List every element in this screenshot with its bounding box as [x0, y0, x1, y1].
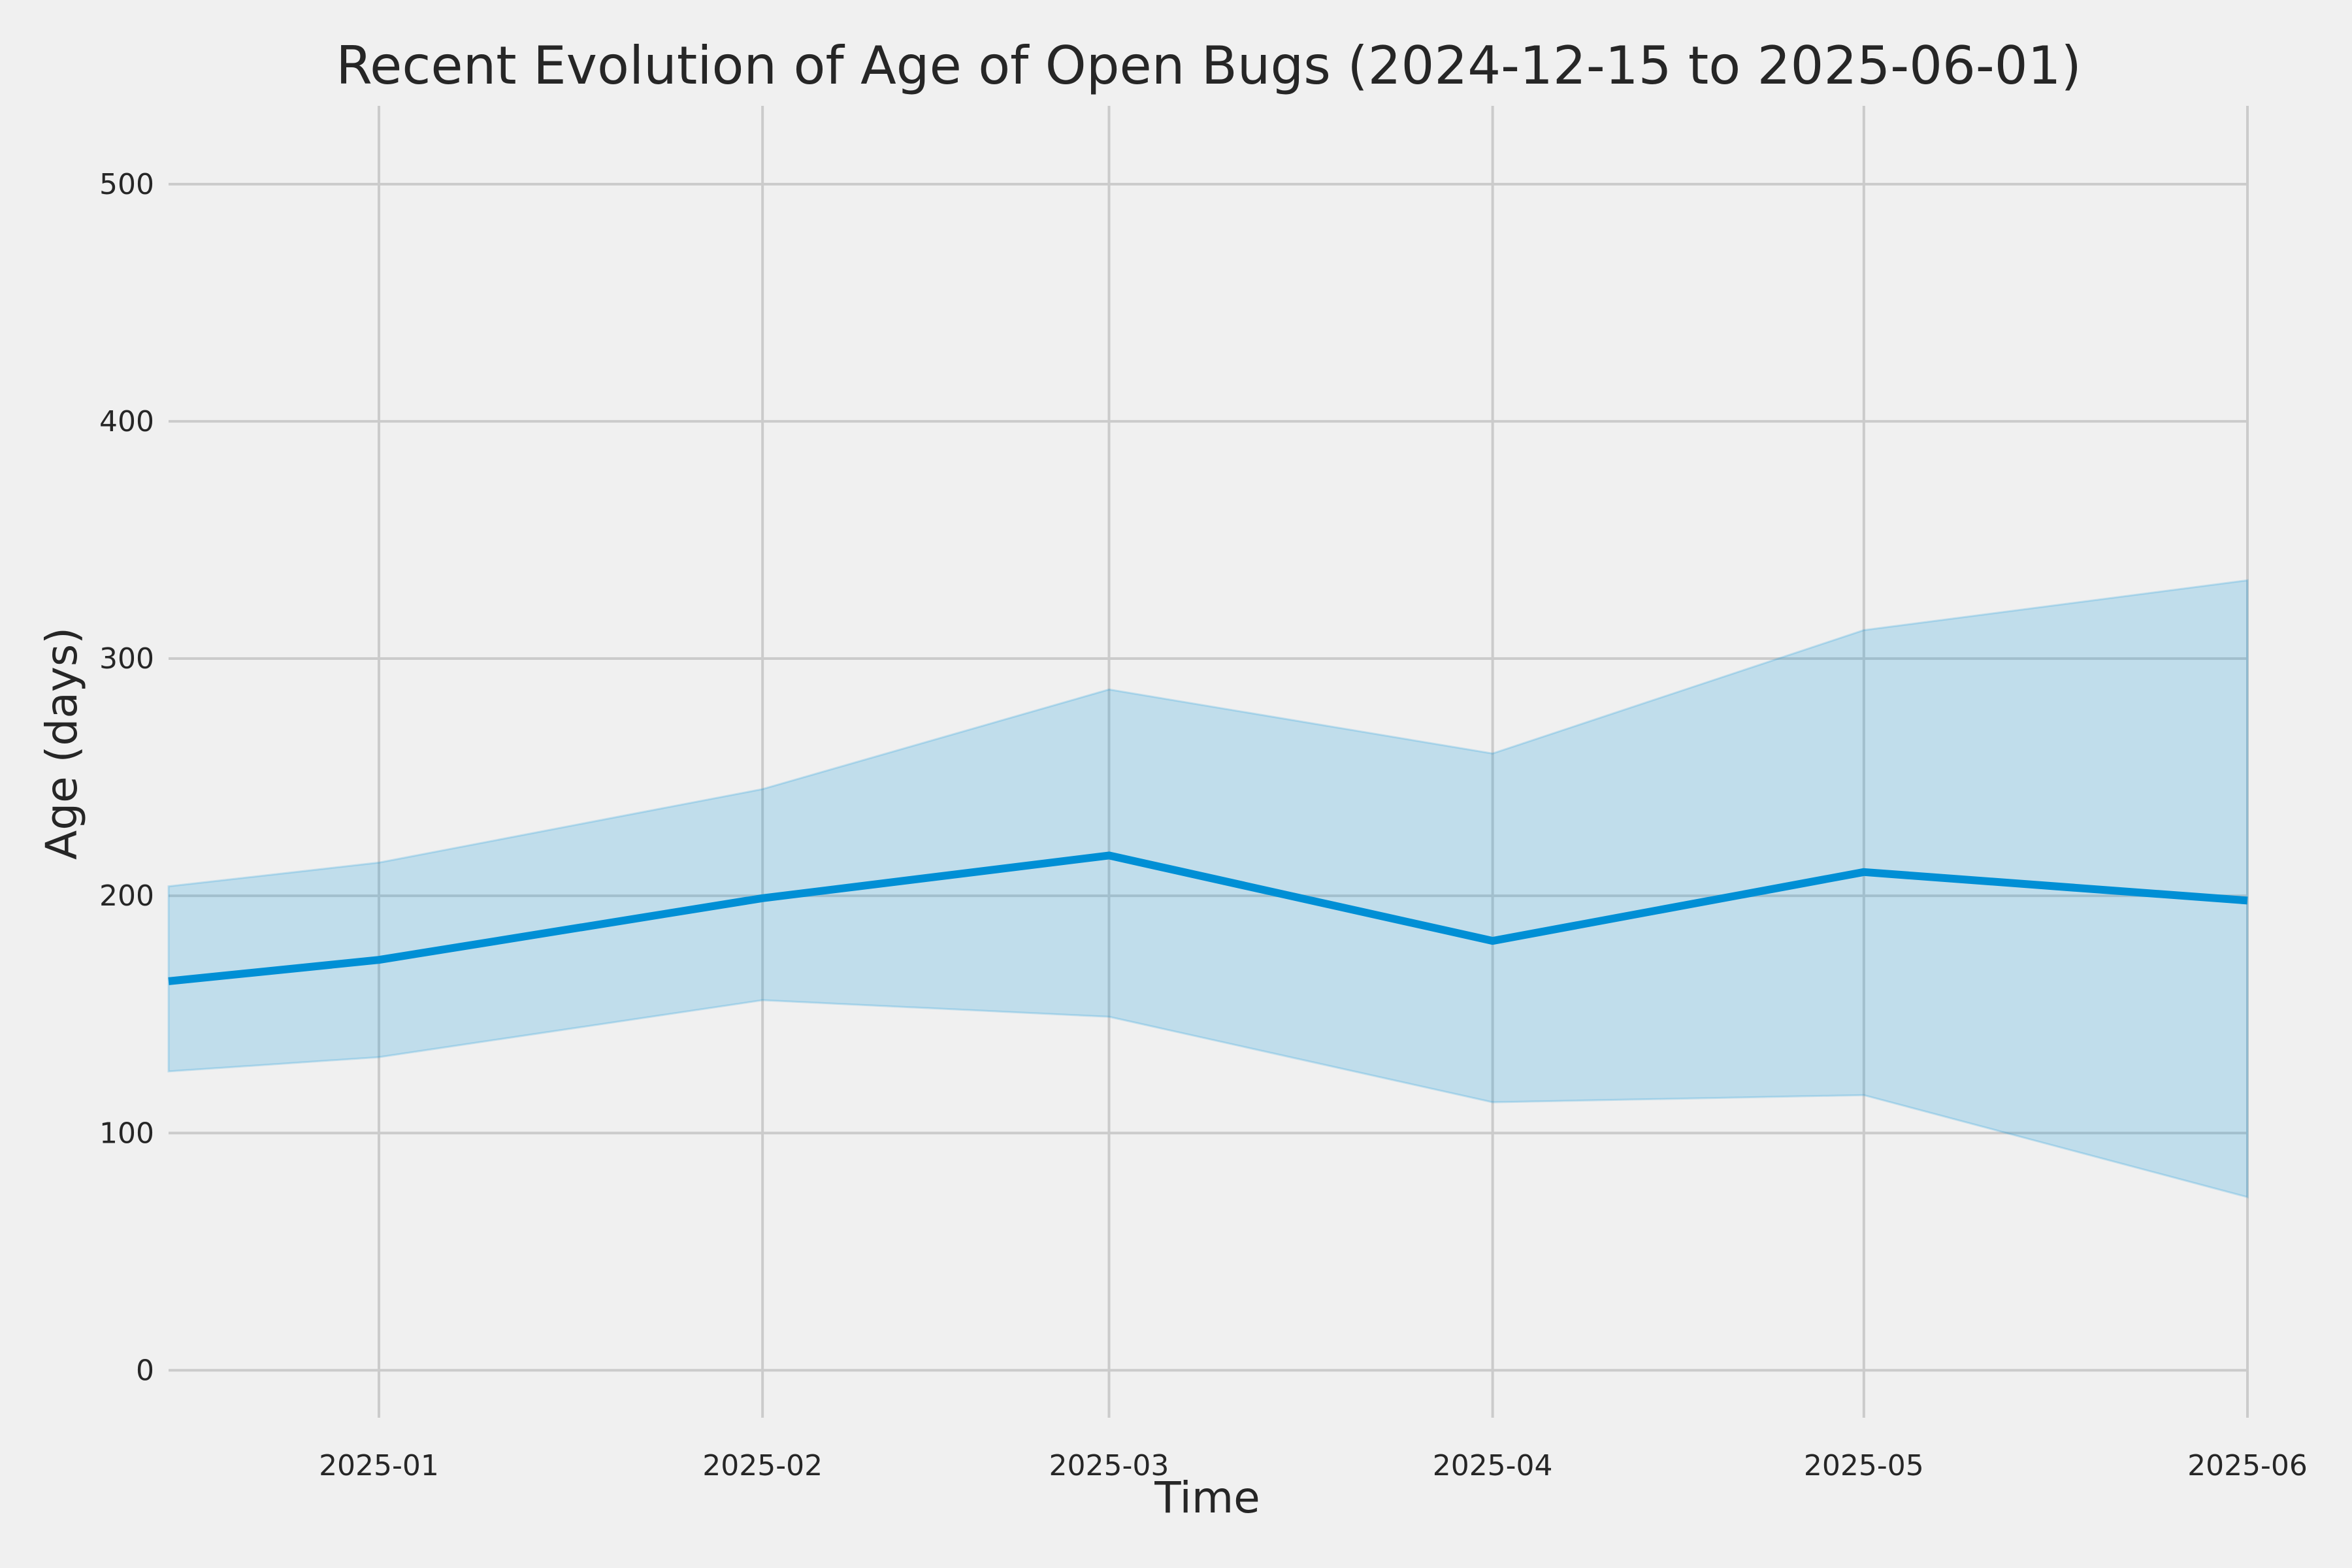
x-tick-labels: 2025-01 2025-02 2025-03 2025-04 2025-05 2025-… [319, 1449, 2308, 1482]
x-axis-label: Time [1154, 1473, 1260, 1523]
x-tick-label: 2025-04 [1433, 1449, 1553, 1482]
y-tick-label: 300 [99, 642, 154, 676]
y-axis-label: Age (days) [37, 627, 87, 860]
x-tick-label: 2025-03 [1049, 1449, 1169, 1482]
y-tick-label: 200 [99, 879, 154, 913]
y-tick-label: 400 [99, 405, 154, 438]
grid [169, 106, 2249, 1418]
y-tick-label: 0 [136, 1354, 154, 1387]
y-tick-label: 100 [99, 1117, 154, 1150]
x-tick-label: 2025-02 [702, 1449, 823, 1482]
confidence-band [167, 579, 2249, 1199]
y-tick-label: 500 [99, 168, 154, 201]
series-line [168, 851, 2248, 985]
chart-title: Recent Evolution of Age of Open Bugs (20… [336, 35, 2082, 96]
line-layer [168, 851, 2248, 985]
x-tick-label: 2025-01 [319, 1449, 439, 1482]
x-tick-label: 2025-05 [1804, 1449, 1924, 1482]
y-tick-labels: 0 100 200 300 400 500 [99, 168, 154, 1388]
x-tick-label: 2025-06 [2187, 1449, 2308, 1482]
band-layer [167, 579, 2249, 1199]
